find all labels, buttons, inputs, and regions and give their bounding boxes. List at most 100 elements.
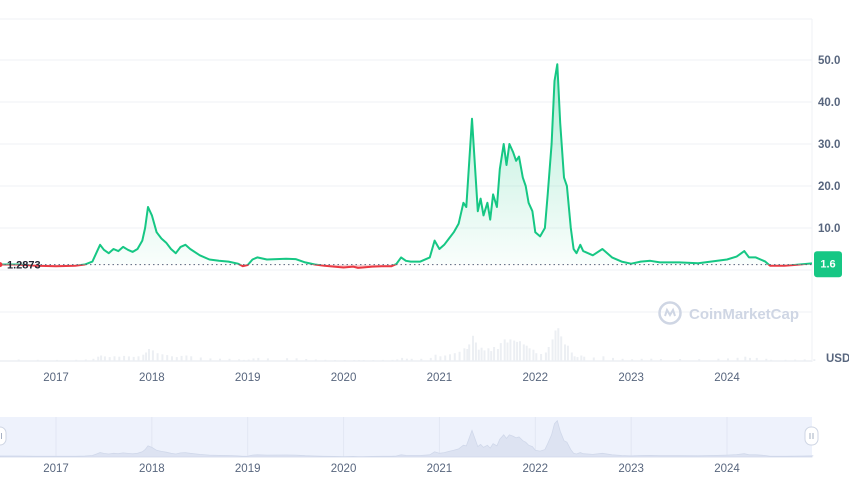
volume-bar (444, 355, 447, 361)
navigator-right-handle[interactable] (804, 426, 819, 446)
volume-bar (480, 347, 483, 361)
x-tick-label: 2019 (235, 372, 261, 384)
volume-bar (97, 356, 100, 361)
x-tick-label: 2020 (331, 372, 357, 384)
volume-bar (238, 359, 241, 361)
volume-bar (474, 342, 477, 361)
volume-bar (295, 358, 298, 361)
volume-bar (185, 355, 188, 361)
x-tick-label: 2024 (714, 372, 740, 384)
volume-bar (17, 359, 20, 361)
volume-bar (372, 360, 375, 361)
volume-bar (621, 358, 624, 361)
volume-bar (602, 356, 605, 361)
volume-bar (209, 358, 212, 361)
volume-bar (439, 356, 442, 361)
volume-bar (803, 359, 806, 361)
volume-bar (314, 359, 317, 361)
volume-bar (631, 359, 634, 361)
volume-bar (410, 358, 413, 361)
volume-bar (142, 354, 145, 361)
volume-bar (535, 353, 538, 361)
volume-bar (650, 358, 653, 361)
x-tick-label: 2023 (618, 372, 644, 384)
y-axis: 10.0 20.0 30.0 40.0 50.0 (818, 55, 840, 235)
volume-bar (180, 355, 183, 361)
navigator-x-tick-label: 2017 (43, 463, 69, 475)
volume-bar (358, 360, 360, 361)
volume-bar (784, 359, 787, 361)
y-tick-label: 50.0 (818, 55, 840, 67)
volume-bar (405, 358, 408, 361)
volume-bar (499, 343, 502, 361)
volume-bar (324, 359, 327, 361)
x-tick-label: 2017 (43, 372, 69, 384)
volume-bar (242, 359, 245, 361)
x-axis: 2017 2018 2019 2020 2021 2022 2023 2024 (43, 372, 740, 384)
currency-label: USD (826, 353, 849, 365)
volume-bar (557, 328, 560, 361)
volume-bar (659, 359, 662, 361)
volume-bar (493, 347, 496, 361)
volume-bar (353, 360, 356, 361)
volume-bar (252, 358, 255, 361)
volume-bar (547, 347, 550, 361)
y-tick-label: 40.0 (818, 97, 840, 109)
volume-bar (698, 359, 701, 361)
volume-bar (266, 358, 269, 361)
volume-bar (458, 351, 461, 361)
volume-bar (483, 350, 486, 361)
volume-bar (56, 359, 58, 361)
volume-bar (190, 356, 193, 361)
volume-bar (228, 358, 231, 361)
price-area-up (0, 64, 812, 265)
range-navigator[interactable] (0, 417, 819, 458)
volume-bar (503, 339, 506, 361)
volume-bar (305, 359, 308, 361)
volume-bar (736, 357, 739, 361)
volume-bar (161, 354, 164, 361)
volume-bar (727, 358, 729, 361)
volume-bar (92, 358, 95, 361)
volume-bar (103, 356, 106, 361)
volume-bar (166, 355, 169, 361)
volume-bar (717, 358, 720, 361)
volume-bar (343, 360, 346, 361)
watermark-text: CoinMarketCap (689, 306, 799, 323)
volume-bar (123, 355, 126, 361)
navigator-left-handle[interactable] (0, 426, 7, 446)
y-tick-label: 30.0 (818, 139, 840, 151)
navigator-x-tick-label: 2021 (427, 463, 453, 475)
volume-bar (151, 350, 154, 361)
reference-price-marker (0, 262, 3, 268)
volume-bar (132, 356, 135, 361)
volume-bar (477, 349, 480, 361)
volume-bar (466, 349, 469, 361)
volume-bar (257, 357, 260, 361)
volume-bar (564, 344, 566, 361)
volume-bar (509, 339, 512, 361)
volume-bar (560, 336, 563, 361)
volume-bar (362, 360, 365, 361)
navigator-background (0, 417, 812, 457)
volume-bar (84, 359, 87, 361)
volume-bar (391, 359, 394, 361)
volume-bar (519, 341, 521, 361)
volume-bar (576, 357, 579, 361)
volume-bar (516, 341, 519, 361)
volume-bar (381, 359, 384, 361)
volume-bar (137, 356, 140, 361)
x-tick-label: 2022 (522, 372, 548, 384)
volume-bar (487, 348, 490, 361)
volume-bar (679, 359, 682, 361)
navigator-x-tick-label: 2018 (139, 463, 165, 475)
volume-bar (744, 356, 747, 361)
volume-bar (532, 349, 535, 361)
volume-bar (525, 345, 528, 361)
volume-bar (100, 355, 103, 361)
volume-bar (468, 344, 471, 361)
volume-bar (794, 359, 797, 361)
volume-bar (640, 358, 643, 361)
volume-bar (580, 355, 583, 361)
